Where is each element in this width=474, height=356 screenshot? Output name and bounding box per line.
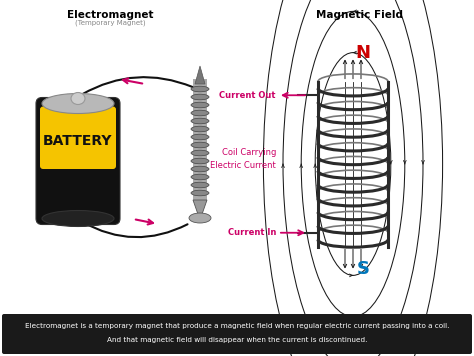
Ellipse shape xyxy=(42,210,114,226)
Text: Current Out: Current Out xyxy=(219,91,276,100)
Text: Electromagnet: Electromagnet xyxy=(67,10,153,20)
Text: N: N xyxy=(356,44,371,63)
Text: BATTERY: BATTERY xyxy=(43,134,113,148)
Ellipse shape xyxy=(191,86,209,92)
Text: (Temporary Magnet): (Temporary Magnet) xyxy=(75,19,146,26)
FancyBboxPatch shape xyxy=(40,106,116,169)
Ellipse shape xyxy=(191,118,209,124)
Ellipse shape xyxy=(191,134,209,140)
FancyBboxPatch shape xyxy=(2,314,472,354)
Ellipse shape xyxy=(191,102,209,108)
Polygon shape xyxy=(195,66,205,84)
Polygon shape xyxy=(193,200,207,220)
Text: Current In: Current In xyxy=(228,228,276,237)
Ellipse shape xyxy=(191,110,209,116)
Text: S: S xyxy=(356,260,370,277)
Text: Magnetic Field: Magnetic Field xyxy=(317,10,403,20)
Text: Coil Carrying
Electric Current: Coil Carrying Electric Current xyxy=(210,148,276,170)
Text: And that magnetic field will disappear when the current is discontinued.: And that magnetic field will disappear w… xyxy=(107,337,367,343)
Ellipse shape xyxy=(191,174,209,180)
Ellipse shape xyxy=(71,93,85,105)
FancyBboxPatch shape xyxy=(36,98,120,225)
Ellipse shape xyxy=(191,150,209,156)
Ellipse shape xyxy=(191,94,209,100)
Ellipse shape xyxy=(191,190,209,196)
Ellipse shape xyxy=(191,158,209,164)
Ellipse shape xyxy=(191,142,209,148)
Ellipse shape xyxy=(191,182,209,188)
Ellipse shape xyxy=(189,213,211,223)
Ellipse shape xyxy=(191,126,209,132)
Text: Electromagnet is a temporary magnet that produce a magnetic field when regular e: Electromagnet is a temporary magnet that… xyxy=(25,323,449,329)
Ellipse shape xyxy=(42,94,114,114)
Bar xyxy=(193,79,207,201)
Ellipse shape xyxy=(191,166,209,172)
